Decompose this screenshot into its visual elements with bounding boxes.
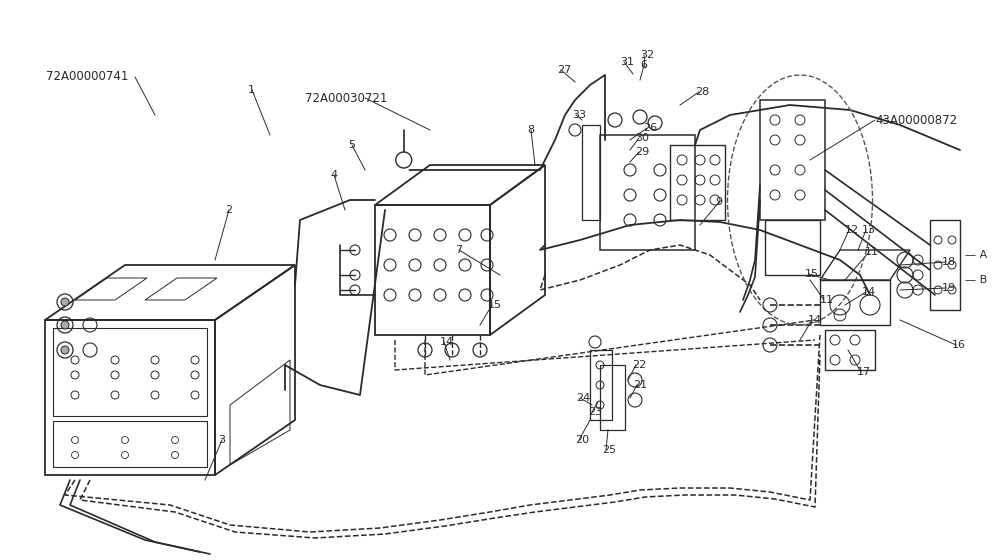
Text: 30: 30 (635, 133, 649, 143)
Circle shape (61, 298, 69, 306)
Text: 12: 12 (845, 225, 859, 235)
Text: 4: 4 (330, 170, 337, 180)
Text: 28: 28 (695, 87, 709, 97)
Text: 72A00000741: 72A00000741 (46, 71, 128, 83)
Text: 2: 2 (225, 205, 232, 215)
Text: 31: 31 (620, 57, 634, 67)
Text: 3: 3 (218, 435, 225, 445)
Text: 16: 16 (952, 340, 966, 350)
Text: 14: 14 (440, 337, 454, 347)
Text: 13: 13 (862, 225, 876, 235)
Text: 32: 32 (640, 50, 654, 60)
Text: 23: 23 (588, 407, 602, 417)
Text: 26: 26 (643, 123, 657, 133)
Text: 19: 19 (942, 283, 956, 293)
Text: 33: 33 (572, 110, 586, 120)
Text: 22: 22 (632, 360, 646, 370)
Text: 29: 29 (635, 147, 649, 157)
Text: — A: — A (965, 250, 987, 260)
Text: — B: — B (965, 275, 987, 285)
Text: 24: 24 (576, 393, 590, 403)
Text: 14: 14 (862, 287, 876, 297)
Text: 72A00030721: 72A00030721 (305, 91, 387, 105)
Text: 21: 21 (633, 380, 647, 390)
Text: 20: 20 (575, 435, 589, 445)
Text: 14: 14 (808, 315, 822, 325)
Text: 15: 15 (488, 300, 502, 310)
Text: 15: 15 (805, 269, 819, 279)
Text: 8: 8 (527, 125, 534, 135)
Text: 7: 7 (455, 245, 462, 255)
Text: 43A00000872: 43A00000872 (875, 114, 957, 127)
Text: 25: 25 (602, 445, 616, 455)
Text: 6: 6 (640, 60, 647, 70)
Text: 17: 17 (857, 367, 871, 377)
Text: 27: 27 (557, 65, 571, 75)
Text: 9: 9 (715, 197, 722, 207)
Text: 11: 11 (820, 295, 834, 305)
Text: 5: 5 (348, 140, 355, 150)
Circle shape (61, 346, 69, 354)
Text: 18: 18 (942, 257, 956, 267)
Text: 1: 1 (248, 85, 255, 95)
Circle shape (61, 321, 69, 329)
Text: 11: 11 (865, 247, 879, 257)
